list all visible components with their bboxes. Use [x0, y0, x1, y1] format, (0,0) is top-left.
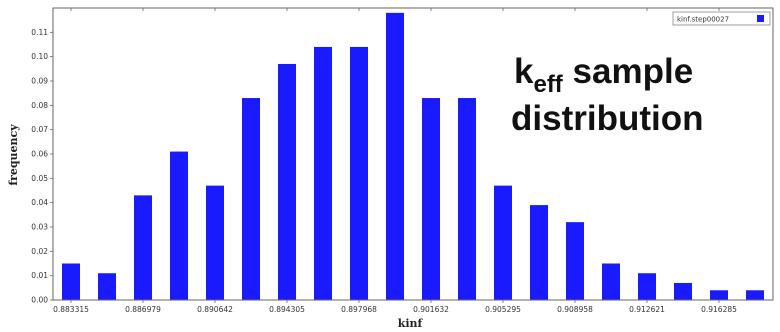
bar	[458, 98, 476, 301]
legend: kinf.step00027	[672, 11, 771, 26]
overlay-title-subscript: eff	[533, 71, 563, 98]
overlay-title-sample: sample	[563, 52, 693, 91]
y-tick-label: 0.07	[31, 125, 48, 134]
x-tick-label: 0.901632	[413, 305, 449, 314]
bar	[386, 12, 404, 300]
overlay-title: keff sample distribution	[511, 52, 703, 138]
y-axis-ticks: 0.00 0.01 0.02 0.03 0.04 0.05 0.06 0.07 0.08 0.09…	[31, 28, 53, 305]
y-tick-label: 0.11	[31, 28, 48, 37]
x-tick-label: 0.894305	[269, 305, 305, 314]
bar	[134, 195, 152, 300]
y-tick-label: 0.05	[31, 174, 48, 183]
bar	[62, 263, 80, 300]
legend-swatch	[757, 15, 764, 22]
bar	[638, 273, 656, 300]
x-axis-title: kinf	[398, 317, 424, 330]
bar	[494, 185, 512, 300]
svg-text:keff sample: keff sample	[514, 52, 693, 98]
x-tick-label: 0.908958	[557, 305, 593, 314]
bar	[530, 205, 548, 300]
y-tick-label: 0.00	[31, 296, 48, 305]
y-tick-label: 0.04	[31, 198, 48, 207]
legend-label: kinf.step00027	[677, 16, 729, 24]
plot-frame	[52, 7, 774, 301]
bar	[566, 222, 584, 300]
bar	[278, 63, 296, 300]
y-tick-label: 0.10	[31, 52, 48, 61]
overlay-title-k: k	[514, 52, 534, 91]
bar	[242, 98, 260, 301]
x-axis-ticks: 0.883315 0.886979 0.890642 0.894305 0.897968…	[53, 8, 737, 314]
y-tick-label: 0.02	[31, 247, 48, 256]
x-tick-label: 0.883315	[53, 305, 89, 314]
x-tick-label: 0.912621	[629, 305, 665, 314]
x-tick-label: 0.905295	[485, 305, 521, 314]
x-tick-label: 0.916285	[701, 305, 737, 314]
overlay-title-line2: distribution	[511, 99, 703, 138]
y-tick-label: 0.09	[31, 77, 48, 86]
legend-box	[672, 11, 771, 26]
bar	[350, 46, 368, 300]
bar	[422, 98, 440, 301]
y-tick-label: 0.01	[31, 271, 48, 280]
x-tick-label: 0.890642	[197, 305, 233, 314]
x-tick-label: 0.897968	[341, 305, 377, 314]
y-tick-label: 0.08	[31, 101, 48, 110]
bar	[206, 185, 224, 300]
y-axis-title: frequency	[7, 124, 20, 186]
bars	[62, 12, 764, 301]
bar	[710, 290, 728, 300]
bar	[314, 46, 332, 300]
x-tick-label: 0.886979	[125, 305, 161, 314]
bar	[170, 151, 188, 300]
bar	[746, 290, 764, 300]
bar	[674, 282, 692, 300]
bar	[602, 263, 620, 300]
y-tick-label: 0.06	[31, 150, 48, 159]
y-tick-label: 0.03	[31, 223, 48, 232]
bar	[98, 273, 116, 300]
